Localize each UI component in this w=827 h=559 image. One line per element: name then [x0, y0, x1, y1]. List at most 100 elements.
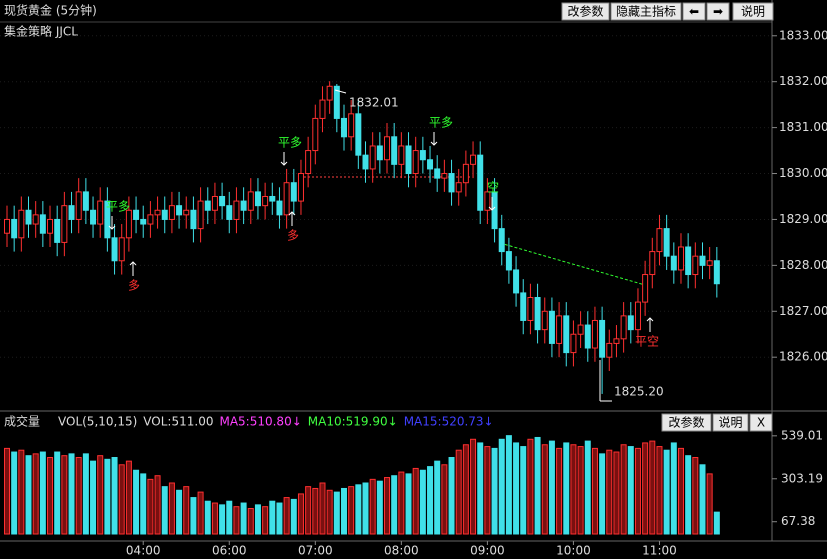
- volume-bar: [197, 491, 204, 535]
- button-bg[interactable]: [706, 2, 730, 21]
- button[interactable]: 说明: [712, 413, 749, 432]
- x-tick-label: 06:00: [212, 544, 247, 558]
- volume-bar: [362, 482, 369, 535]
- volume-bar: [118, 464, 125, 535]
- volume-bar: [290, 498, 297, 535]
- candle-body: [441, 173, 448, 179]
- volume-bar: [455, 449, 462, 535]
- candle-body: [326, 85, 333, 101]
- y-tick-label: 1826.00: [779, 350, 827, 364]
- y-tick-label: 303.19: [781, 471, 823, 485]
- signal-label: 平空: [635, 335, 659, 349]
- candle-body: [118, 237, 125, 262]
- candle-body: [219, 195, 226, 207]
- signal-arrowhead: [430, 141, 438, 146]
- candle-body: [11, 218, 18, 239]
- volume-bar: [154, 475, 161, 535]
- button-label[interactable]: ➡: [713, 5, 723, 19]
- button-bg[interactable]: [712, 413, 749, 432]
- candle-body: [663, 228, 670, 257]
- button[interactable]: ➡: [706, 2, 730, 21]
- candle-body: [369, 145, 376, 170]
- candle-body: [47, 218, 54, 234]
- candle-body: [18, 209, 25, 239]
- peak-label: 1832.01: [349, 96, 399, 110]
- volume-bar: [441, 464, 448, 535]
- volume-bar: [699, 464, 706, 535]
- volume-bar: [649, 440, 656, 535]
- volume-bar: [527, 438, 534, 535]
- candle-body: [97, 200, 104, 225]
- candle-body: [32, 214, 39, 225]
- volume-bar: [147, 478, 154, 535]
- candle-body: [634, 301, 641, 331]
- candle-body: [211, 195, 218, 211]
- volume-bar: [577, 446, 584, 535]
- candle-body: [462, 163, 469, 184]
- button-label[interactable]: ⬅: [689, 5, 699, 19]
- button-bg[interactable]: [610, 2, 682, 21]
- trough-label: 1825.20: [614, 385, 664, 399]
- candle-body: [290, 182, 297, 202]
- button-bg[interactable]: [732, 2, 774, 21]
- volume-bar: [133, 469, 140, 535]
- button-label[interactable]: 隐藏主指标: [616, 4, 676, 19]
- volume-bar: [355, 484, 362, 535]
- button-label[interactable]: 说明: [718, 415, 742, 430]
- candle-body: [226, 205, 233, 220]
- button[interactable]: 改参数: [561, 2, 610, 21]
- candle-body: [606, 342, 613, 358]
- signal-arrowhead: [488, 206, 496, 211]
- candle-body: [706, 260, 713, 266]
- volume-bar: [75, 457, 82, 535]
- button-bg[interactable]: [682, 2, 706, 21]
- volume-bar: [125, 460, 132, 535]
- signal-label: 空: [487, 181, 499, 195]
- candle-body: [176, 205, 183, 216]
- candle-body: [355, 113, 362, 156]
- volume-bar: [591, 447, 598, 535]
- button[interactable]: 改参数: [661, 413, 712, 432]
- candle-body: [154, 209, 161, 216]
- button-label[interactable]: 说明: [741, 4, 765, 19]
- candle-body: [283, 182, 290, 216]
- button[interactable]: X: [749, 413, 773, 432]
- button-bg[interactable]: [561, 2, 610, 21]
- button[interactable]: 说明: [732, 2, 774, 21]
- signal-arrowhead: [129, 261, 137, 266]
- candle-body: [183, 209, 190, 216]
- legend-entry: VOL:511.00: [143, 415, 213, 429]
- candle-body: [455, 182, 462, 193]
- button-label[interactable]: 改参数: [567, 4, 603, 19]
- button-label[interactable]: X: [757, 416, 765, 430]
- candle-body: [649, 251, 656, 276]
- candle-body: [204, 200, 211, 211]
- volume-bar: [204, 500, 211, 535]
- candle-body: [699, 255, 706, 266]
- candle-body: [427, 159, 434, 170]
- volume-bar: [391, 475, 398, 535]
- volume-bar: [47, 457, 54, 535]
- button[interactable]: ⬅: [682, 2, 706, 21]
- volume-bar: [32, 453, 39, 535]
- candle-body: [75, 191, 82, 220]
- button-bg[interactable]: [661, 413, 712, 432]
- volume-bar: [97, 455, 104, 535]
- candle-body: [405, 145, 412, 175]
- volume-bar: [470, 438, 477, 535]
- volume-bar: [620, 444, 627, 535]
- button-bg[interactable]: [749, 413, 773, 432]
- signal-arrowhead: [288, 211, 296, 216]
- volume-bar: [541, 444, 548, 535]
- candle-body: [534, 297, 541, 331]
- volume-bar: [90, 460, 97, 535]
- button[interactable]: 隐藏主指标: [610, 2, 682, 21]
- signal-arrowhead: [646, 317, 654, 322]
- button-label[interactable]: 改参数: [668, 415, 704, 430]
- candle-body: [434, 168, 441, 179]
- candle-body: [68, 205, 75, 220]
- volume-bar: [419, 469, 426, 535]
- candle-body: [348, 113, 355, 138]
- volume-bar: [226, 500, 233, 535]
- volume-bar: [663, 449, 670, 535]
